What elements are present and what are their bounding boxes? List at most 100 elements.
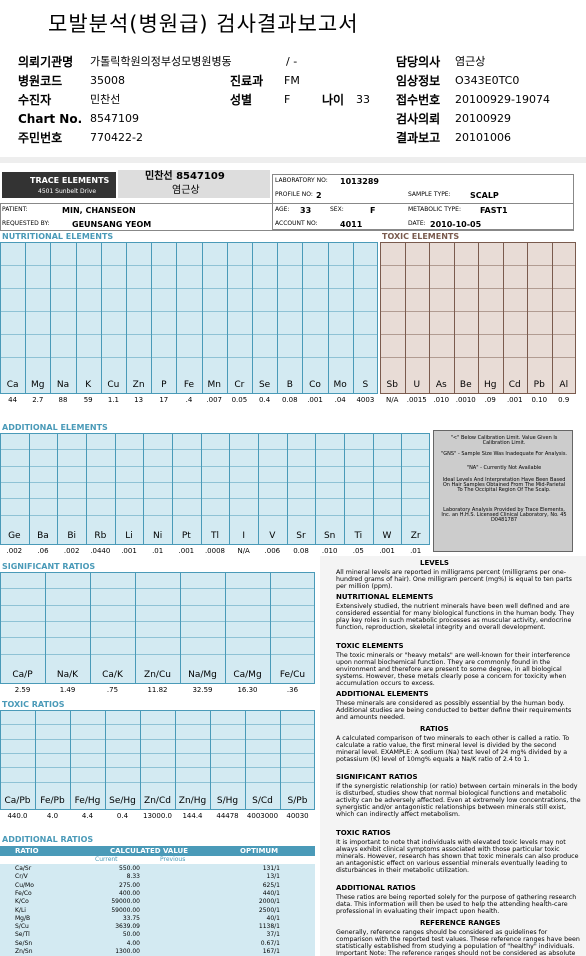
ratio-name: Cu/Mo xyxy=(15,881,34,889)
row-line xyxy=(380,311,576,312)
column-line xyxy=(344,433,345,545)
column-label: Zn/Hg xyxy=(178,796,207,806)
stamp: 민찬선 8547109 xyxy=(145,171,225,182)
column-value: .0010 xyxy=(455,396,476,404)
legend-text: "<" Below Calibration Limit. Value Given… xyxy=(450,435,558,446)
info-label: PATIENT: xyxy=(2,206,28,213)
field-label: 담당의사 xyxy=(396,55,441,69)
column-label: Ca/P xyxy=(12,670,33,680)
column-value: 13 xyxy=(134,396,144,404)
column-label: W xyxy=(382,531,392,541)
ratio-optimum: 2000/1 xyxy=(258,898,280,906)
column-label: S/Cd xyxy=(252,796,273,806)
column-value: .75 xyxy=(106,686,119,694)
ratio-current: 33.75 xyxy=(122,914,140,922)
column-label: U xyxy=(413,380,421,390)
ratio-name: Se/Tl xyxy=(15,931,30,939)
column-label: Sb xyxy=(386,380,398,390)
column-label: Sn xyxy=(323,531,336,541)
ratio-current: 1300.00 xyxy=(115,948,140,955)
column-label: K xyxy=(85,380,92,390)
note-heading: RATIOS xyxy=(420,724,449,733)
column-value: 4003000 xyxy=(246,812,279,820)
column-label: Zn/Cd xyxy=(144,796,171,806)
column-label: Hg xyxy=(484,380,497,390)
notes-box xyxy=(320,556,586,956)
field-value: 33 xyxy=(356,93,370,106)
column-value: .001 xyxy=(307,396,323,404)
stamp-box xyxy=(118,170,270,198)
column-line xyxy=(327,242,329,394)
column-label: Mo xyxy=(333,380,347,390)
column-label: Pb xyxy=(533,380,545,390)
field-label: Chart No. xyxy=(18,112,83,126)
ratio-name: K/Co xyxy=(15,898,29,906)
column-label: B xyxy=(286,380,293,390)
field-value: 8547109 xyxy=(90,112,139,125)
column-label: Ge xyxy=(8,531,21,541)
field-value: / - xyxy=(286,55,298,68)
column-line xyxy=(172,433,173,545)
column-value: .05 xyxy=(352,547,364,555)
ratio-current: 59000.00 xyxy=(111,898,140,906)
stamp: 염근상 xyxy=(172,185,200,196)
column-line xyxy=(135,572,136,684)
legend-text: "GNS" - Sample Size Was Inadequate For A… xyxy=(440,451,568,457)
note-heading: ADDITIONAL ELEMENTS xyxy=(336,690,429,699)
column-label: Mn xyxy=(207,380,221,390)
column-label: I xyxy=(242,531,245,541)
column-line xyxy=(226,242,228,394)
column-line xyxy=(404,242,406,394)
column-value: 0.08 xyxy=(293,547,309,555)
row-line xyxy=(0,637,315,639)
column-line xyxy=(0,710,1,810)
field-label: 결과보고 xyxy=(396,131,441,145)
field-label: 20100929 xyxy=(455,112,511,125)
note-heading: TOXIC ELEMENTS xyxy=(336,641,404,650)
column-value: .01 xyxy=(410,547,422,555)
column-value: 32.59 xyxy=(192,686,213,694)
info-label: PROFILE NO: xyxy=(275,191,313,198)
column-label: Co xyxy=(309,380,321,390)
column-value: .001 xyxy=(178,547,195,555)
column-label: Ca/Pb xyxy=(4,796,31,806)
logo-sub: 4501 Sunbelt Drive xyxy=(38,188,97,195)
info-label: REQUESTED BY: xyxy=(2,220,50,227)
table-head-text: RATIO xyxy=(15,847,39,855)
field-label: O343E0TC0 xyxy=(455,74,520,87)
column-line xyxy=(280,710,281,810)
column-line xyxy=(0,242,1,394)
column-label: S xyxy=(362,380,369,390)
column-line xyxy=(210,710,211,810)
table-head-text: OPTIMUM xyxy=(240,847,279,855)
column-label: Fe/Pb xyxy=(40,796,65,806)
column-value: 44478 xyxy=(216,812,239,820)
column-value: 11.82 xyxy=(147,686,168,694)
ratio-current: 8.33 xyxy=(126,873,140,881)
section-title: NUTRITIONAL ELEMENTS xyxy=(2,232,114,241)
column-label: Rb xyxy=(94,531,107,541)
column-value: 1.49 xyxy=(59,686,76,694)
column-value: .010 xyxy=(321,547,338,555)
info-value: 4011 xyxy=(340,220,363,229)
column-line xyxy=(286,433,288,545)
column-line xyxy=(478,242,479,394)
field-label: 병원코드 xyxy=(18,74,63,88)
column-line xyxy=(229,433,231,545)
note-text: The toxic minerals or "heavy metals" are… xyxy=(336,651,571,687)
ratio-name: Fe/Co xyxy=(15,889,32,897)
info-value: FAST1 xyxy=(480,206,508,215)
ratio-optimum: 2500/1 xyxy=(258,906,280,914)
column-value: .002 xyxy=(63,547,80,555)
column-value: 144.4 xyxy=(182,812,203,820)
column-value: 2.59 xyxy=(14,686,31,694)
column-line xyxy=(551,242,553,394)
column-line xyxy=(151,242,153,394)
ratio-name: K/Li xyxy=(15,906,26,914)
divider xyxy=(0,157,586,163)
row-line xyxy=(0,781,315,783)
column-line xyxy=(57,433,59,545)
ratio-current: 400.00 xyxy=(119,889,140,897)
note-text: These ratios are being reported solely f… xyxy=(336,894,577,916)
note-text: It is important to note that individuals… xyxy=(336,838,579,874)
